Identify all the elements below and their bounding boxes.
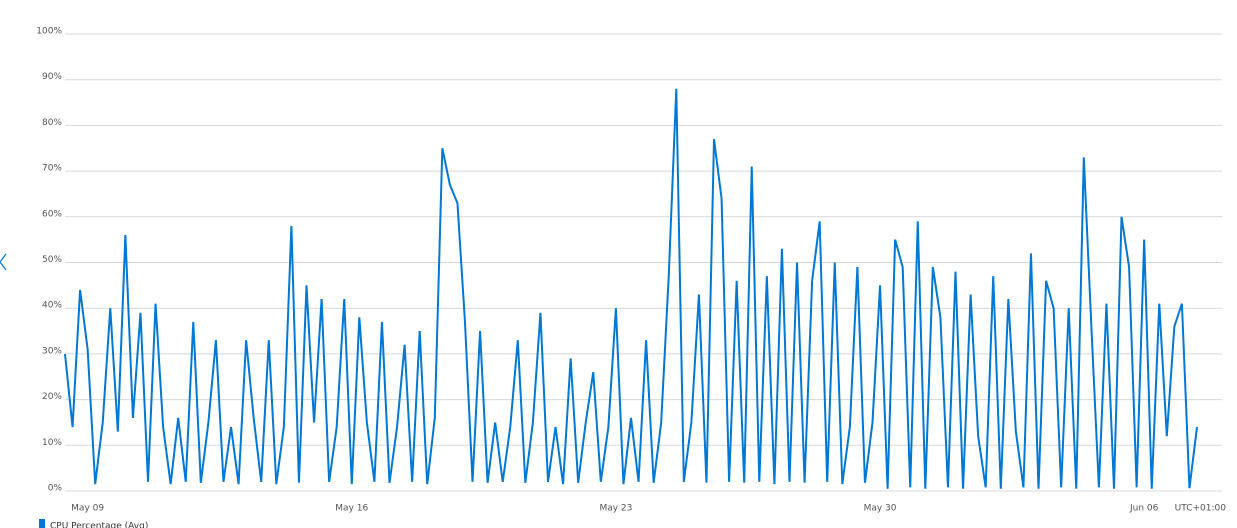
y-tick-label: 70% — [42, 164, 62, 174]
x-tick-label: May 16 — [335, 504, 368, 514]
legend-swatch — [39, 519, 45, 528]
y-tick-label: 20% — [42, 392, 62, 402]
y-tick-label: 60% — [42, 209, 62, 219]
y-tick-label: 40% — [42, 301, 62, 311]
x-tick-label: May 09 — [71, 504, 104, 514]
x-tick-label: May 23 — [599, 504, 632, 514]
timezone-label: UTC+01:00 — [1175, 504, 1227, 514]
x-tick-label: May 30 — [864, 504, 897, 514]
nav-chevron[interactable] — [0, 253, 7, 271]
y-tick-label: 100% — [36, 27, 62, 37]
legend-label: CPU Percentage (Avg) — [50, 522, 148, 528]
y-tick-label: 0% — [48, 484, 63, 494]
y-tick-label: 90% — [42, 72, 62, 82]
y-tick-label: 50% — [42, 255, 62, 265]
series-line — [64, 88, 1198, 489]
x-tick-label: Jun 06 — [1129, 504, 1159, 514]
y-tick-label: 10% — [42, 438, 62, 448]
y-tick-label: 80% — [42, 118, 62, 128]
y-tick-label: 30% — [42, 346, 62, 356]
